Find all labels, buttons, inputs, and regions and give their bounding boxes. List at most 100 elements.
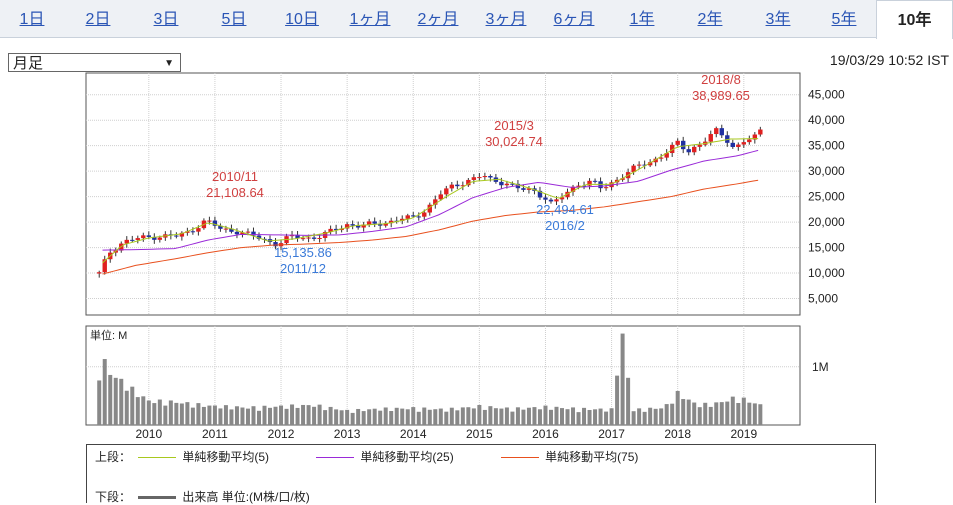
- candle-body: [152, 236, 157, 240]
- volume-bar: [758, 404, 763, 425]
- volume-bar: [510, 411, 515, 425]
- volume-bar: [526, 407, 531, 425]
- legend-upper-label: 上段：: [95, 450, 132, 464]
- volume-bar: [312, 406, 317, 425]
- volume-bar: [240, 407, 245, 425]
- volume-bar: [499, 408, 504, 425]
- tab-7[interactable]: 2ヶ月: [417, 11, 459, 28]
- tab-10[interactable]: 1年: [629, 11, 655, 28]
- x-tick-label: 2013: [334, 427, 361, 440]
- annotation-line2: 21,108.64: [206, 185, 264, 200]
- candle-body: [488, 176, 493, 178]
- candle-body: [427, 204, 432, 213]
- volume-bar: [97, 380, 102, 425]
- chevron-down-icon: ▼: [164, 58, 174, 69]
- volume-bar: [108, 374, 113, 425]
- tab-8[interactable]: 3ヶ月: [485, 11, 527, 28]
- volume-bar: [587, 409, 592, 425]
- candle-body: [455, 184, 460, 187]
- volume-bar: [604, 411, 609, 425]
- candle-body: [642, 164, 647, 166]
- tab-1[interactable]: 1日: [19, 11, 45, 28]
- volume-bar: [306, 405, 311, 425]
- candle-body: [273, 242, 278, 247]
- volume-bar: [394, 407, 399, 425]
- tab-9[interactable]: 6ヶ月: [553, 11, 595, 28]
- volume-bar: [102, 359, 107, 425]
- tab-14[interactable]: 10年: [876, 0, 953, 39]
- candle-period-select[interactable]: 月足 ▼: [8, 53, 181, 72]
- volume-bar: [350, 412, 355, 425]
- candle-body: [730, 142, 735, 147]
- candle-body: [256, 235, 262, 239]
- candle-body: [157, 237, 163, 240]
- volume-bar: [653, 408, 658, 425]
- candle-body: [669, 144, 675, 154]
- x-tick-label: 2016: [532, 427, 559, 440]
- candle-body: [686, 149, 691, 153]
- candle-body: [212, 220, 218, 226]
- volume-bar: [736, 403, 741, 425]
- tab-5[interactable]: 10日: [285, 11, 319, 28]
- candle-body: [311, 237, 317, 239]
- tab-2[interactable]: 2日: [85, 11, 111, 28]
- volume-bar: [328, 406, 333, 425]
- volume-bar: [245, 408, 250, 425]
- volume-bar: [212, 405, 217, 425]
- candle-body: [185, 231, 190, 233]
- candle-body: [433, 199, 438, 205]
- volume-bar: [190, 407, 195, 425]
- volume-bar: [135, 397, 140, 425]
- volume-bar: [262, 405, 267, 425]
- candle-body: [559, 197, 565, 200]
- volume-bar: [752, 403, 757, 425]
- volume-bar: [455, 410, 460, 425]
- tab-13[interactable]: 5年: [831, 11, 857, 28]
- candle-body: [438, 194, 443, 200]
- candle-body: [499, 181, 504, 186]
- volume-bar: [692, 402, 697, 425]
- tab-6[interactable]: 1ヶ月: [349, 11, 391, 28]
- volume-bar: [295, 407, 300, 425]
- candle-body: [719, 128, 724, 136]
- volume-bar: [482, 409, 487, 425]
- volume-bar: [229, 409, 234, 425]
- candle-body: [554, 199, 559, 202]
- volume-bar: [725, 401, 730, 425]
- candle-body: [521, 188, 526, 190]
- candle-body: [411, 215, 416, 217]
- candle-body: [130, 239, 135, 241]
- volume-bar: [714, 402, 719, 425]
- tab-12[interactable]: 3年: [765, 11, 791, 28]
- volume-bar: [565, 409, 570, 425]
- legend-ma75-swatch: [501, 457, 540, 459]
- legend-ma5-swatch: [138, 457, 177, 459]
- volume-bar: [251, 406, 256, 425]
- candle-body: [636, 164, 642, 166]
- candle-body: [444, 188, 449, 195]
- volume-bar: [543, 405, 548, 425]
- volume-bar: [642, 411, 647, 425]
- volume-unit-label: 単位: M: [90, 328, 127, 342]
- candle-body: [741, 142, 747, 145]
- tab-11[interactable]: 2年: [697, 11, 723, 28]
- candle-body: [174, 235, 179, 237]
- volume-bar: [631, 411, 636, 425]
- volume-bar: [433, 409, 438, 425]
- candle-body: [300, 238, 306, 240]
- candle-body: [124, 239, 129, 244]
- volume-bar: [146, 400, 151, 425]
- annotation-line1: 15,135.86: [274, 245, 332, 260]
- y-tick-label: 20,000: [808, 215, 845, 229]
- volume-bar: [598, 408, 603, 425]
- legend-ma75: 単純移動平均(75): [545, 450, 639, 464]
- candle-body: [581, 185, 587, 187]
- volume-bar: [675, 390, 680, 425]
- volume-bar: [488, 406, 493, 425]
- volume-bar: [681, 399, 686, 425]
- volume-bar: [378, 410, 383, 425]
- tab-3[interactable]: 3日: [153, 11, 179, 28]
- chart-legend: 上段： 単純移動平均(5) 単純移動平均(25) 単純移動平均(75) 下段： …: [86, 444, 876, 504]
- candle-body: [344, 224, 350, 229]
- tab-4[interactable]: 5日: [221, 11, 247, 28]
